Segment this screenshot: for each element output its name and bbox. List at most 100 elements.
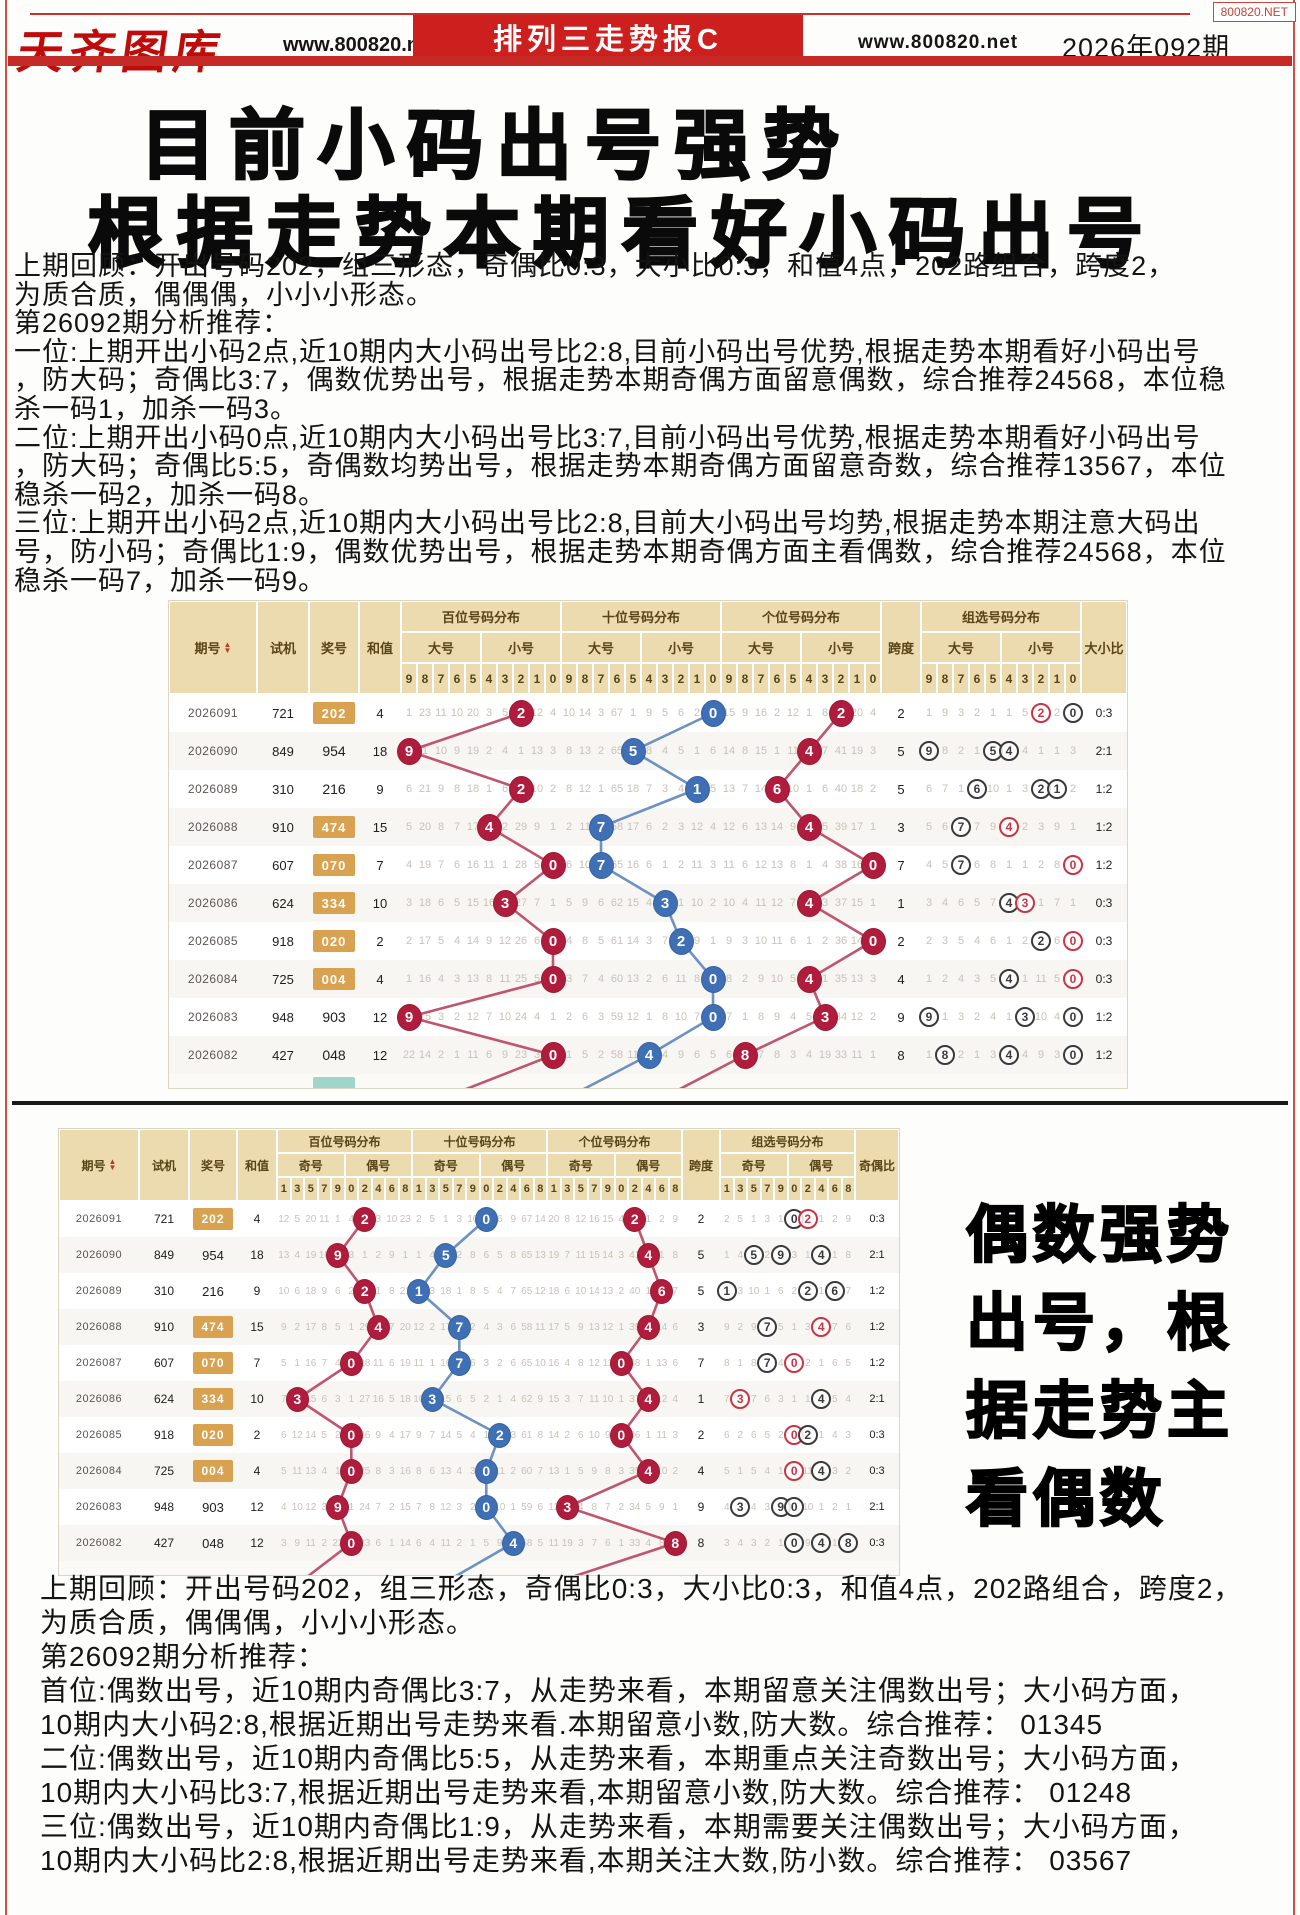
miss-count: 9: [1053, 821, 1061, 833]
span-header: 跨度: [881, 601, 921, 694]
miss-count: 9: [485, 935, 493, 947]
miss-count: 67: [610, 707, 624, 719]
prize-number-cell: 070: [313, 854, 355, 876]
trend-circle: 3: [285, 1386, 309, 1412]
sum-cell: 15: [250, 1320, 264, 1334]
digit-header: 0: [614, 1177, 628, 1201]
miss-count: 14: [534, 1213, 546, 1225]
zuxuan-circle: 2: [797, 1281, 818, 1301]
zuxuan-circle: 9: [770, 1245, 791, 1265]
miss-count: 2: [941, 973, 949, 985]
miss-count: 3: [618, 1465, 625, 1477]
miss-count: 17: [548, 1321, 560, 1333]
analysis-line: 10期内大小码2:8,根据近期出号走势来看.本期留意小数,防大数。综合推荐： 0…: [40, 1709, 1104, 1740]
miss-count: 10: [498, 1011, 512, 1023]
digit-header: 4: [641, 1177, 655, 1201]
subgroup-header: 偶号: [344, 1153, 412, 1177]
miss-count: 8: [453, 783, 461, 795]
miss-count: 7: [831, 1321, 838, 1333]
miss-count: 3: [957, 1011, 965, 1023]
miss-count: 59: [521, 1501, 533, 1513]
test-draw-cell: 948: [272, 1009, 294, 1025]
digit-header: 2: [628, 1177, 642, 1201]
miss-count: 4: [821, 859, 829, 871]
miss-count: 9: [677, 1049, 685, 1061]
miss-count: 4: [469, 1429, 476, 1441]
digit-header: 7: [753, 663, 769, 694]
miss-count: 5: [973, 897, 981, 909]
miss-count: 1: [709, 935, 717, 947]
miss-count: 3: [549, 745, 557, 757]
miss-count: 1: [453, 1049, 461, 1061]
group-header: 个位号码分布: [547, 1129, 682, 1153]
digit-header: 7: [593, 663, 609, 694]
miss-count: 58: [521, 1537, 533, 1549]
trend-circle: 2: [623, 1206, 647, 1232]
sum-cell: 9: [253, 1284, 261, 1298]
miss-count: 1: [294, 1357, 301, 1369]
trend-circle: 4: [636, 1386, 660, 1412]
trend-circle: 0: [339, 1458, 363, 1484]
miss-count: 4: [321, 1465, 328, 1477]
miss-count: 1: [723, 1249, 730, 1261]
miss-count: 9: [941, 707, 949, 719]
sum-cell: 4: [253, 1212, 261, 1226]
group-header: 百位号码分布: [277, 1129, 412, 1153]
span-cell: 5: [897, 743, 905, 759]
miss-count: 16: [418, 973, 432, 985]
miss-count: 12: [722, 821, 736, 833]
miss-count: 14: [440, 1429, 452, 1441]
digit-header: 7: [953, 663, 969, 694]
analysis-line: 三位:上期开出小码2点,近10期内大小码出号比2:8,目前大小码出号均势,根据走…: [14, 508, 1201, 539]
miss-count: 6: [437, 897, 445, 909]
group-header: 十位号码分布: [561, 601, 721, 632]
zuxuan-circle: 4: [811, 1461, 832, 1481]
miss-count: 12: [498, 935, 512, 947]
zuxuan-circle: 4: [999, 893, 1019, 913]
miss-count: 3: [483, 1357, 490, 1369]
miss-count: 2: [831, 1501, 838, 1513]
digit-header: 8: [577, 663, 593, 694]
miss-count: 15: [626, 897, 640, 909]
miss-count: 3: [1037, 821, 1045, 833]
miss-count: 61: [521, 1429, 533, 1441]
prize-number-cell: 020: [193, 1424, 233, 1446]
miss-count: 13: [278, 1249, 290, 1261]
miss-count: 4: [925, 859, 933, 871]
miss-count: 5: [453, 897, 461, 909]
ratio-cell: 0:3: [869, 1429, 885, 1441]
subgroup-header: 奇号: [412, 1153, 480, 1177]
ratio-cell: 0:3: [869, 1465, 885, 1477]
miss-count: 8: [469, 1285, 476, 1297]
miss-count: 9: [658, 1501, 665, 1513]
miss-count: 1: [618, 1393, 625, 1405]
miss-count: 40: [834, 783, 848, 795]
trend-circle: 0: [700, 699, 726, 727]
miss-count: 3: [1053, 1049, 1061, 1061]
miss-count: 18: [418, 897, 432, 909]
digit-header: 2: [1033, 663, 1049, 694]
miss-count: 1: [442, 1213, 449, 1225]
miss-count: 1: [805, 783, 813, 795]
miss-count: 12: [690, 821, 704, 833]
digit-header: 1: [412, 1177, 426, 1201]
miss-count: 7: [723, 1393, 730, 1405]
miss-count: 23: [514, 1049, 528, 1061]
analysis-line: 第26092期分析推荐：: [40, 1641, 326, 1672]
test-draw-cell: 607: [153, 1356, 175, 1370]
miss-count: 1: [629, 707, 637, 719]
trend-circle: 0: [339, 1530, 363, 1556]
miss-count: 1: [791, 1321, 798, 1333]
miss-count: 9: [989, 821, 997, 833]
miss-count: 5: [321, 1429, 328, 1441]
miss-count: 7: [415, 1501, 422, 1513]
trend-table-jiou: 期号 ▲ ▼ 试机 奖号 和值 百位号码分布 奇号 偶号 1 3 5 7 9 0 2 4 6 8 十位号码分布 奇号 偶号…: [58, 1128, 900, 1576]
digit-header: 3: [290, 1177, 304, 1201]
span-cell: 1: [897, 895, 905, 911]
miss-count: 1: [415, 1249, 422, 1261]
miss-count: 2: [957, 1049, 965, 1061]
prize-number-cell: 070: [193, 1352, 233, 1374]
miss-count: 18: [440, 1285, 452, 1297]
miss-count: 15: [602, 1213, 614, 1225]
miss-count: 2: [869, 783, 877, 795]
